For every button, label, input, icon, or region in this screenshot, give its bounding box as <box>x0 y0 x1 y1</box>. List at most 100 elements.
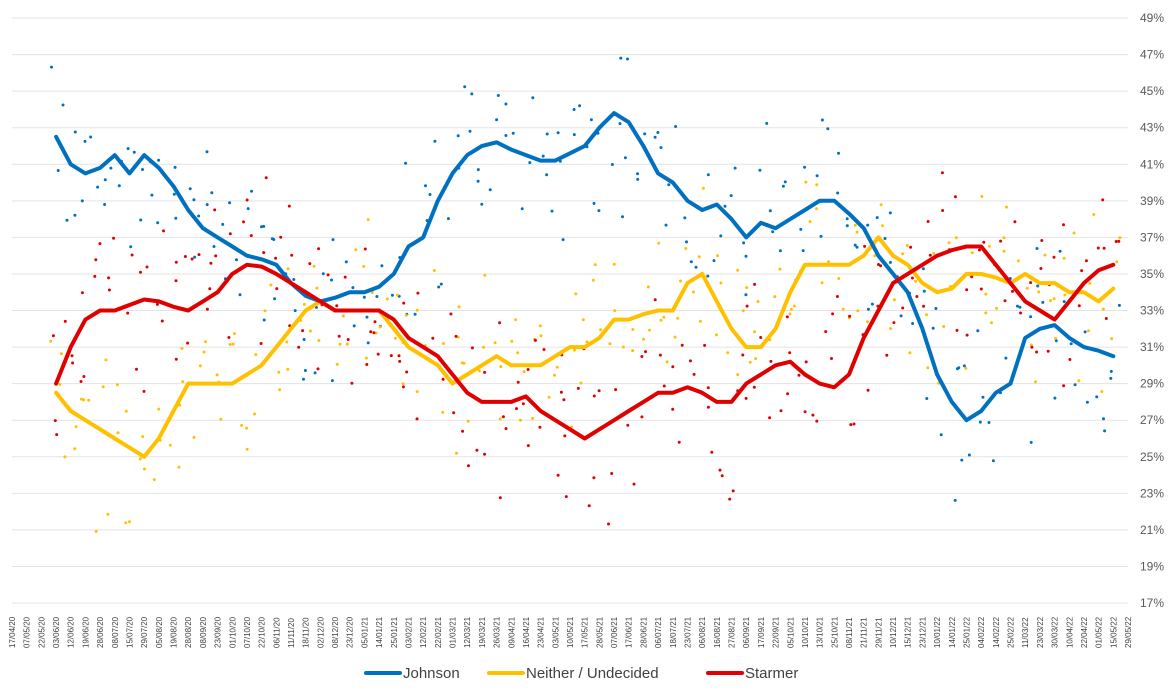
series-line-starmer <box>54 244 1116 441</box>
x-tick-label: 19/03/21 <box>478 616 487 648</box>
legend: Johnson Neither / Undecided Starmer <box>364 665 798 682</box>
poll-dot <box>139 218 143 222</box>
poll-dot <box>922 289 926 293</box>
x-tick-label: 12/02/21 <box>419 616 428 648</box>
poll-dot <box>815 207 818 211</box>
poll-dot <box>1102 246 1106 250</box>
poll-dot <box>213 208 217 212</box>
poll-dot <box>1084 259 1088 263</box>
poll-dot <box>533 338 537 342</box>
poll-dot <box>830 357 833 360</box>
poll-dot <box>1095 395 1099 399</box>
poll-dot <box>232 332 236 336</box>
poll-dot <box>219 417 223 421</box>
poll-dot <box>905 244 909 247</box>
poll-dot <box>315 286 319 290</box>
poll-dot <box>982 240 986 244</box>
poll-dot <box>644 350 647 354</box>
poll-dot <box>457 305 461 309</box>
poll-dot <box>156 221 160 225</box>
poll-dot <box>516 380 520 384</box>
poll-dot <box>117 184 121 188</box>
poll-dot <box>758 168 762 172</box>
poll-dot <box>331 238 335 242</box>
x-tick-label: 04/02/22 <box>977 616 986 648</box>
poll-dot <box>101 385 105 389</box>
poll-dot <box>130 253 134 257</box>
poll-dot <box>1117 303 1121 307</box>
poll-dot <box>129 245 133 249</box>
poll-dot <box>692 372 696 376</box>
poll-dot <box>1087 329 1090 333</box>
poll-dot <box>262 251 266 255</box>
poll-dot <box>908 351 912 355</box>
x-tick-label: 29/11/21 <box>874 617 883 648</box>
poll-dot <box>1053 396 1057 400</box>
poll-dot <box>1102 417 1105 421</box>
poll-dot <box>792 304 796 308</box>
poll-dot <box>1109 369 1113 373</box>
x-axis-ticks: 17/04/20 07/05/20 22/05/20 03/06/20 12/06/20… <box>8 616 1133 648</box>
poll-dot <box>1002 236 1006 240</box>
poll-dot <box>820 118 824 122</box>
poll-dot <box>369 330 373 334</box>
x-tick-label: 10/04/22 <box>1065 616 1074 648</box>
poll-dot <box>662 315 666 319</box>
poll-dot <box>275 287 279 291</box>
poll-dot <box>526 444 530 448</box>
poll-dot <box>511 131 515 135</box>
poll-dot <box>354 248 358 252</box>
poll-dot <box>126 311 130 315</box>
poll-dot <box>174 216 178 220</box>
poll-dot <box>1029 281 1033 285</box>
poll-dot <box>254 353 258 357</box>
poll-dot <box>1062 384 1066 388</box>
poll-dot <box>398 359 402 363</box>
poll-dot <box>439 282 443 286</box>
poll-dot <box>1101 307 1105 311</box>
poll-dot <box>999 239 1003 243</box>
poll-dot <box>1005 205 1008 209</box>
poll-dot <box>214 254 218 258</box>
poll-dot <box>404 161 408 165</box>
y-tick-label: 19% <box>1140 559 1164 573</box>
poll-dot <box>981 395 985 399</box>
poll-dot <box>205 203 209 207</box>
poll-dot <box>720 474 724 478</box>
poll-dot <box>1002 249 1006 253</box>
poll-dot <box>228 232 232 236</box>
poll-dot <box>277 370 281 374</box>
poll-dot <box>680 343 684 347</box>
poll-dot <box>564 495 568 499</box>
poll-dot <box>618 122 622 126</box>
poll-dot <box>413 312 417 316</box>
poll-dot <box>476 179 480 183</box>
poll-dot <box>455 451 458 455</box>
x-tick-label: 14/01/21 <box>375 616 384 648</box>
poll-dot <box>550 209 554 213</box>
x-tick-label: 09/04/21 <box>507 616 516 648</box>
poll-dot <box>538 324 542 328</box>
poll-dot <box>778 267 782 271</box>
poll-dot <box>96 185 100 189</box>
poll-dot <box>803 410 807 414</box>
x-tick-label: 15/05/22 <box>1109 616 1118 648</box>
x-tick-label: 18/11/20 <box>302 617 311 648</box>
poll-dot <box>395 293 399 297</box>
poll-dot <box>401 382 405 386</box>
x-tick-label: 10/01/22 <box>933 616 942 648</box>
poll-dot <box>321 272 325 276</box>
poll-dot <box>83 139 87 143</box>
poll-dot <box>928 253 932 257</box>
poll-dot <box>636 177 640 181</box>
poll-dot <box>781 184 785 188</box>
poll-dot <box>585 340 589 344</box>
poll-dot <box>736 373 740 377</box>
poll-dot <box>826 127 830 131</box>
poll-dot <box>745 286 749 290</box>
poll-dot <box>990 321 993 325</box>
x-tick-label: 16/08/21 <box>713 616 722 648</box>
poll-dot <box>1063 293 1067 297</box>
poll-dot <box>1011 289 1014 293</box>
poll-dot <box>376 352 380 356</box>
